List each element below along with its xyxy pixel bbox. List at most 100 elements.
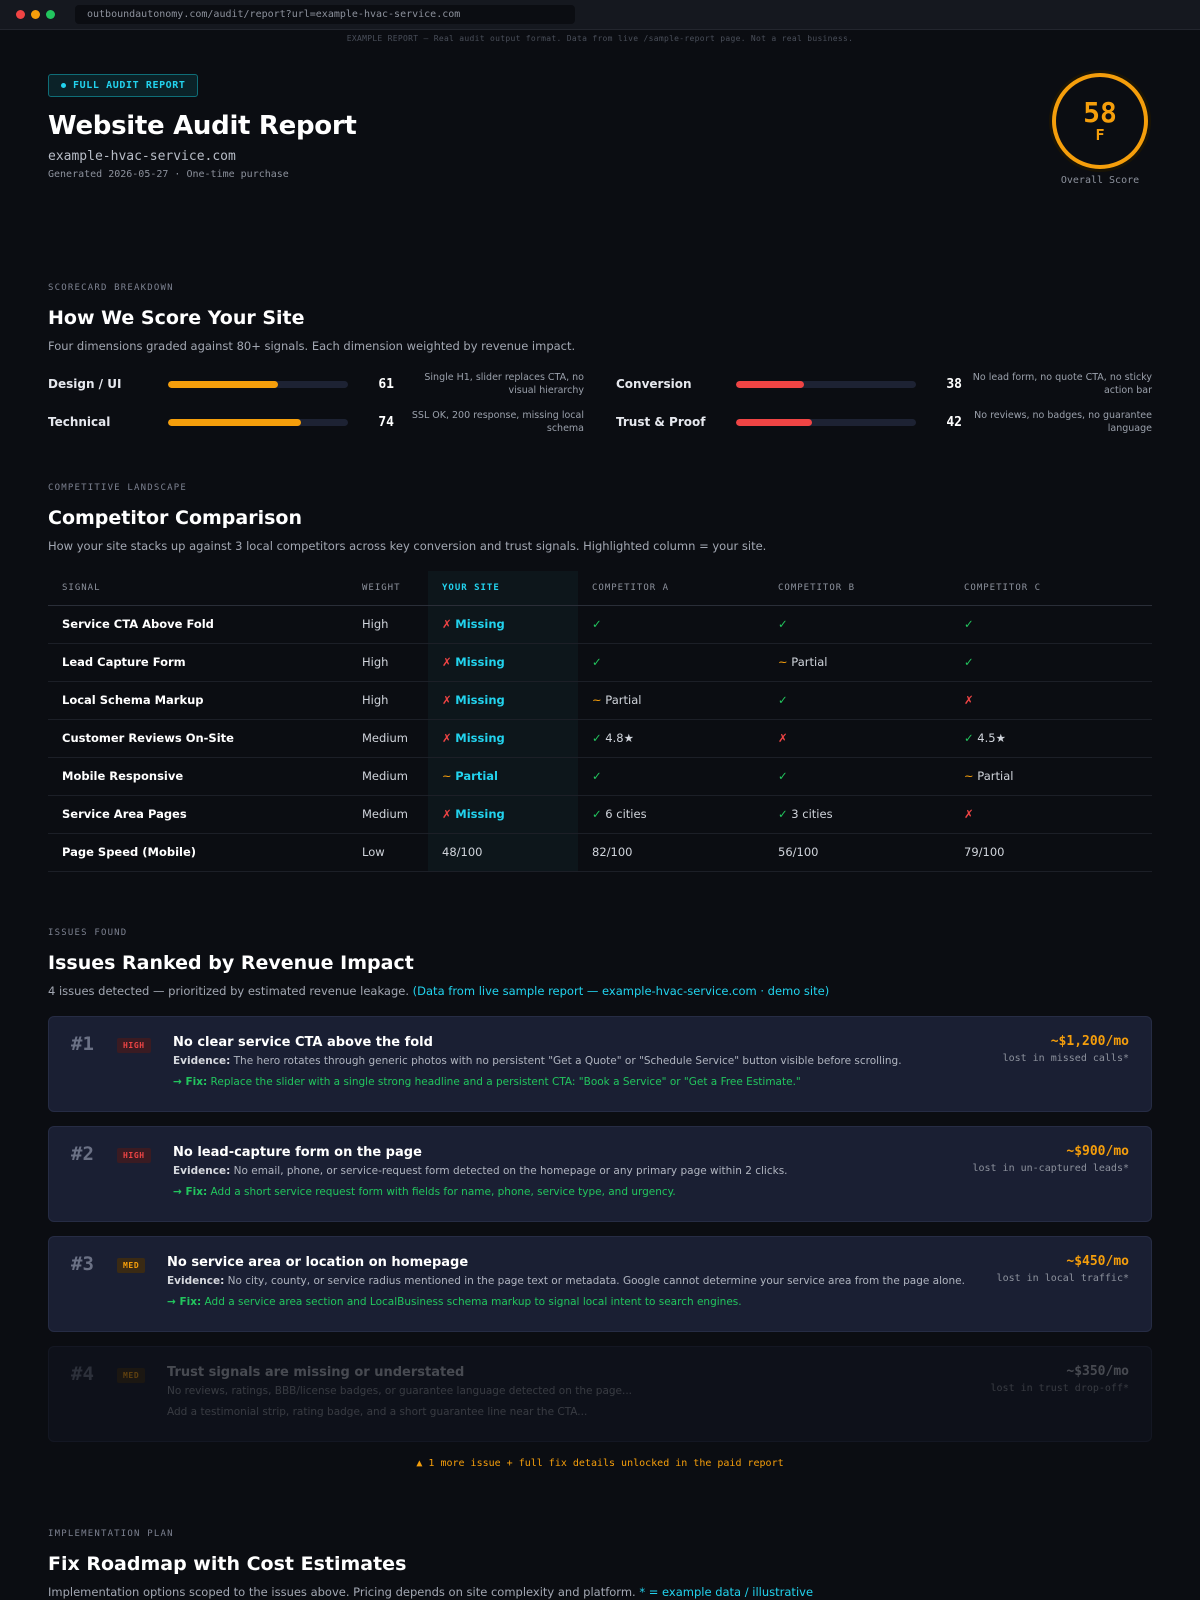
cross-icon: ✗ — [442, 693, 452, 707]
status-text: 3 cities — [791, 807, 833, 821]
impact-label: lost in trust drop-off* — [990, 1382, 1129, 1394]
issue-fix: Add a testimonial strip, rating badge, a… — [167, 1406, 901, 1418]
issue-title: No service area or location on homepage — [167, 1254, 469, 1270]
check-icon: ✓ — [778, 617, 788, 631]
issue-body: No clear service CTA above the fold Evide… — [173, 1035, 902, 1088]
evidence-text: No city, county, or service radius menti… — [227, 1274, 965, 1287]
issue-title: No lead-capture form on the page — [173, 1144, 422, 1160]
issue-title: Trust signals are missing or understated — [167, 1364, 465, 1380]
score-row: Technical 74 SSL OK, 200 response, missing… — [48, 410, 584, 434]
section-title: Competitor Comparison — [48, 507, 302, 529]
competitor-b-cell: ✓ — [764, 605, 950, 644]
signal-name: Local Schema Markup — [48, 681, 348, 720]
issue-number: #3 — [71, 1252, 94, 1275]
status-text: Missing — [455, 807, 505, 821]
status-text: Partial — [791, 655, 828, 669]
column-header: SIGNAL — [48, 571, 348, 606]
window-maximize-dot[interactable] — [46, 10, 55, 19]
cross-icon: ✗ — [442, 617, 452, 631]
table-row: Customer Reviews On-Site Medium ✗ Missing ✓… — [48, 719, 1152, 758]
severity-badge: MED — [117, 1367, 146, 1383]
unlock-notice[interactable]: ▲ 1 more issue + full fix details unlock… — [416, 1457, 784, 1469]
check-icon: ✓ — [778, 693, 788, 707]
your-site-cell: ~ Partial — [428, 757, 578, 796]
score-label: Overall Score — [1060, 175, 1140, 186]
score-bar — [736, 418, 916, 426]
dimension-label: Design / UI — [48, 377, 122, 391]
dimension-score: 61 — [378, 376, 394, 392]
score-bar — [736, 380, 916, 388]
fix-text: Add a testimonial strip, rating badge, a… — [167, 1405, 588, 1418]
section-subtitle: Four dimensions graded against 80+ signa… — [48, 339, 576, 353]
competitor-c-cell: ✓ 4.5★ — [950, 719, 1152, 758]
partial-icon: ~ — [778, 655, 788, 669]
revenue-impact: ~$900/mo lost in un-captured leads* — [972, 1144, 1129, 1174]
impact-label: lost in un-captured leads* — [972, 1162, 1129, 1174]
cross-icon: ✗ — [442, 731, 452, 745]
window-minimize-dot[interactable] — [31, 10, 40, 19]
check-icon: ✓ — [964, 731, 974, 745]
score-bar-fill — [168, 418, 302, 426]
signal-name: Mobile Responsive — [48, 757, 348, 796]
evidence-label: Evidence: — [173, 1164, 231, 1177]
competitor-b-cell: ~ Partial — [764, 643, 950, 682]
check-icon: ✓ — [964, 655, 974, 669]
issues-summary: 4 issues detected — prioritized by estim… — [48, 983, 410, 998]
revenue-impact: ~$350/mo lost in trust drop-off* — [991, 1364, 1129, 1394]
cross-icon: ✗ — [778, 731, 788, 745]
signal-name: Service CTA Above Fold — [48, 605, 348, 644]
issue-card[interactable]: #4 MED Trust signals are missing or unders… — [48, 1345, 1152, 1442]
status-text: Missing — [455, 731, 505, 745]
fix-label: → Fix: — [173, 1075, 208, 1088]
your-site-cell: ✗ Missing — [428, 795, 578, 834]
issue-fix: → Fix: Add a service area section and Lo… — [167, 1296, 901, 1308]
impact-amount: ~$450/mo — [1066, 1253, 1129, 1269]
competitor-a-cell: ~ Partial — [578, 681, 764, 720]
impact-label: lost in missed calls* — [1002, 1052, 1129, 1064]
impact-amount: ~$1,200/mo — [1050, 1033, 1129, 1049]
score-bar-fill — [736, 418, 812, 426]
issue-evidence: Evidence: No city, county, or service ra… — [167, 1275, 965, 1287]
section-eyebrow: ISSUES FOUND — [48, 927, 128, 938]
competitor-section: COMPETITIVE LANDSCAPE Competitor Compari… — [48, 483, 1152, 872]
partial-icon: ~ — [964, 769, 974, 783]
score-ring: 58 F — [1052, 73, 1148, 169]
table-row: Lead Capture Form High ✗ Missing ✓ ~ Partial… — [48, 643, 1152, 682]
issue-card[interactable]: #1 HIGH No clear service CTA above the fol… — [48, 1015, 1152, 1112]
issue-body: Trust signals are missing or understated… — [167, 1365, 901, 1418]
competitor-c-cell: ✓ — [950, 605, 1152, 644]
table-row: Service Area Pages Medium ✗ Missing ✓ 6 cit… — [48, 795, 1152, 834]
severity-badge: HIGH — [117, 1037, 151, 1053]
evidence-text: The hero rotates through generic photos … — [233, 1054, 902, 1067]
sample-report-link[interactable]: (Data from live sample report — example-… — [412, 983, 830, 998]
dimension-score: 38 — [946, 376, 962, 392]
check-icon: ✓ — [592, 655, 602, 669]
address-bar[interactable]: outboundautonomy.com/audit/report?url=ex… — [75, 5, 575, 24]
section-eyebrow: IMPLEMENTATION PLAN — [48, 1528, 174, 1539]
dimension-score: 74 — [378, 414, 394, 430]
issue-number: #1 — [71, 1032, 94, 1055]
score-bar-fill — [168, 380, 278, 388]
revenue-impact: ~$450/mo lost in local traffic* — [997, 1254, 1129, 1284]
dimension-note: SSL OK, 200 response, missing local sche… — [411, 410, 584, 434]
audited-domain: example-hvac-service.com — [48, 149, 236, 164]
roadmap-section: IMPLEMENTATION PLAN Fix Roadmap with Cos… — [48, 1529, 1152, 1599]
cross-icon: ✗ — [442, 655, 452, 669]
section-title: How We Score Your Site — [48, 307, 305, 329]
dimension-note: No lead form, no quote CTA, no sticky ac… — [972, 372, 1152, 396]
scorecard-section: SCORECARD BREAKDOWN How We Score Your Si… — [48, 283, 1152, 434]
impact-amount: ~$350/mo — [1066, 1363, 1129, 1379]
your-site-cell: ✗ Missing — [428, 643, 578, 682]
signal-name: Lead Capture Form — [48, 643, 348, 682]
issue-number: #4 — [71, 1362, 94, 1385]
issue-card[interactable]: #3 MED No service area or location on home… — [48, 1235, 1152, 1332]
issue-evidence: No reviews, ratings, BBB/license badges,… — [167, 1385, 901, 1397]
evidence-text: No reviews, ratings, BBB/license badges,… — [167, 1384, 633, 1397]
issue-card[interactable]: #2 HIGH No lead-capture form on the page Ev… — [48, 1125, 1152, 1222]
full-audit-badge: FULL AUDIT REPORT — [48, 74, 198, 97]
example-banner: EXAMPLE REPORT — Real audit output forma… — [346, 34, 854, 43]
check-icon: ✓ — [592, 617, 602, 631]
section-subtitle: Implementation options scoped to the iss… — [48, 1585, 1152, 1599]
window-close-dot[interactable] — [16, 10, 25, 19]
signal-weight: Medium — [348, 795, 428, 834]
